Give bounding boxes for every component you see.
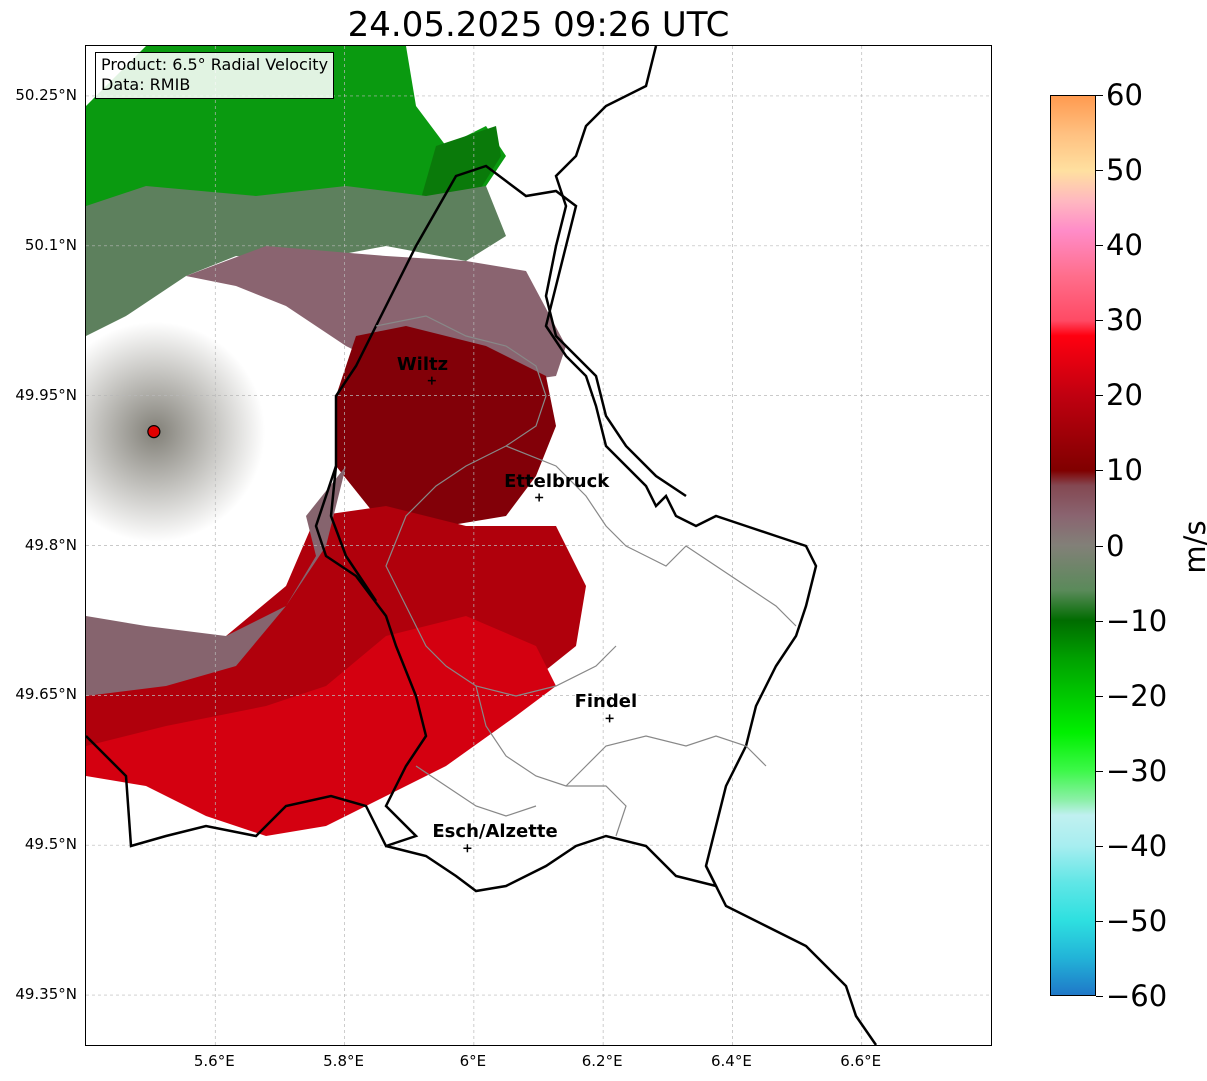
colorbar-tick-label: −60 — [1106, 979, 1168, 1013]
lat-tick-label: 49.5°N — [24, 835, 77, 854]
colorbar-tick — [1096, 996, 1103, 997]
lat-tick-label: 49.95°N — [15, 385, 77, 404]
gridlines — [86, 46, 991, 1045]
colorbar-tick — [1096, 770, 1103, 772]
colorbar-tick — [1096, 395, 1103, 397]
colorbar-tick-label: −10 — [1106, 603, 1168, 638]
lat-tick-label: 49.35°N — [15, 985, 77, 1004]
velocity-band-brightred — [86, 616, 556, 836]
city-marker — [463, 844, 472, 853]
lon-tick-label: 5.8°E — [323, 1052, 364, 1070]
city-marker — [535, 493, 544, 502]
lon-tick-label: 5.6°E — [193, 1052, 235, 1070]
district-border-2 — [505, 445, 797, 627]
national-border — [86, 164, 818, 893]
velocity-band-green — [86, 46, 506, 306]
city-label: Findel — [574, 691, 638, 713]
lat-tick-label: 49.8°N — [24, 535, 77, 554]
colorbar-tick-label: 20 — [1106, 378, 1143, 413]
velocity-band-grey — [86, 186, 506, 336]
colorbar-tick-label: −50 — [1106, 903, 1168, 938]
lon-tick-label: 6.2°E — [581, 1052, 623, 1070]
city-label: Ettelbruck — [504, 470, 610, 492]
district-border-4 — [565, 735, 767, 787]
colorbar-tick-label: 50 — [1106, 153, 1143, 188]
radar-map[interactable]: Product: 6.5° Radial Velocity Data: RMIB… — [85, 45, 992, 1046]
velocity-colorbar — [1050, 95, 1096, 996]
colorbar-tick-label: 40 — [1106, 228, 1143, 263]
colorbar-tick-label: −40 — [1106, 828, 1168, 863]
velocity-band-west — [86, 466, 346, 696]
lon-tick-label: 6.4°E — [711, 1052, 752, 1070]
colorbar-tick — [1096, 845, 1103, 847]
lon-tick-label: 6.6°E — [840, 1052, 882, 1070]
lat-tick-label: 50.1°N — [24, 235, 77, 254]
district-border-3 — [475, 685, 627, 837]
colorbar-tick-label: −30 — [1106, 753, 1168, 788]
colorbar-tick-label: 30 — [1106, 303, 1143, 338]
velocity-field — [86, 46, 586, 836]
east-border — [544, 46, 687, 498]
colorbar-tick — [1096, 170, 1103, 172]
radar-clutter — [86, 322, 265, 542]
colorbar-tick — [1096, 695, 1103, 697]
west-border — [329, 465, 378, 602]
district-border-5 — [415, 765, 537, 817]
city-label: Esch/Alzette — [432, 821, 558, 843]
colorbar-unit-label: m/s — [1178, 520, 1207, 574]
chart-title: 24.05.2025 09:26 UTC — [347, 5, 730, 45]
colorbar-tick — [1096, 920, 1103, 922]
colorbar-tick — [1096, 545, 1103, 547]
map-markers — [147, 376, 614, 853]
radar-map-canvas — [86, 46, 991, 1045]
borders — [86, 46, 878, 1045]
product-label: Product: 6.5° Radial Velocity — [101, 55, 329, 74]
colorbar-tick-label: 10 — [1106, 453, 1143, 488]
velocity-band-darkgreen — [416, 126, 501, 216]
lat-tick-label: 49.65°N — [15, 685, 77, 704]
product-info-box: Product: 6.5° Radial Velocity Data: RMIB — [95, 52, 335, 99]
lon-tick-label: 6°E — [459, 1052, 487, 1070]
radar-site-marker — [147, 425, 161, 439]
colorbar-tick-label: 60 — [1106, 78, 1143, 112]
data-source-label: Data: RMIB — [101, 75, 191, 94]
south-border — [704, 865, 878, 1045]
colorbar-tick — [1096, 620, 1103, 622]
velocity-band-darkred — [336, 326, 556, 526]
colorbar-tick — [1096, 470, 1103, 472]
colorbar-tick-label: 0 — [1106, 528, 1125, 563]
city-marker — [427, 376, 436, 385]
city-marker — [605, 714, 614, 723]
city-label: Wiltz — [396, 353, 449, 375]
district-border-1 — [375, 315, 617, 697]
colorbar-tick — [1096, 320, 1103, 322]
colorbar-tick — [1096, 245, 1103, 247]
colorbar-tick-label: −20 — [1106, 678, 1168, 713]
lat-tick-label: 50.25°N — [15, 85, 77, 104]
colorbar-tick — [1096, 95, 1103, 96]
